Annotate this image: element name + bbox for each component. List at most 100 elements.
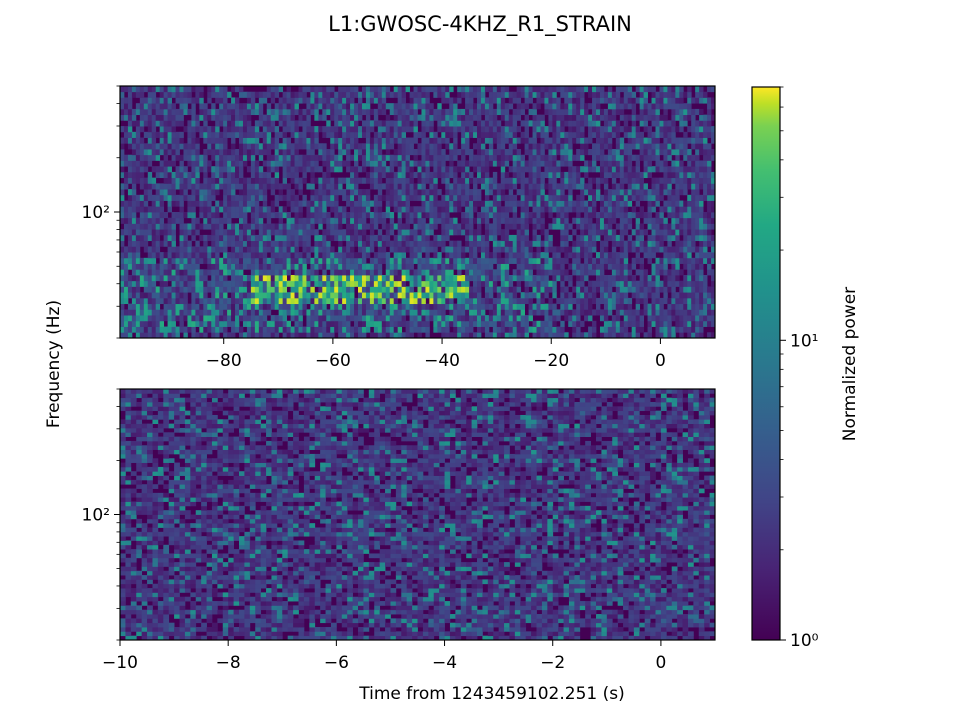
heatmap-cell [457,257,462,264]
heatmap-cell [405,309,410,316]
heatmap-cell [270,297,276,305]
heatmap-cell [282,183,287,190]
heatmap-cell [504,171,510,179]
heatmap-cell [167,292,172,299]
heatmap-cell [592,189,597,196]
heatmap-cell [338,229,343,236]
heatmap-cell [516,286,522,293]
heatmap-cell [199,160,204,167]
heatmap-cell [135,131,141,138]
heatmap-cell [306,234,311,242]
heatmap-cell [282,229,287,236]
heatmap-cell [123,252,129,259]
heatmap-cell [155,183,161,190]
heatmap-cell [159,160,165,167]
heatmap-cell [663,326,668,333]
heatmap-cell [576,131,581,138]
heatmap-cell [584,200,589,207]
heatmap-cell [135,171,141,179]
heatmap-cell [588,120,593,127]
heatmap-cell [334,137,339,144]
heatmap-cell [683,234,688,242]
heatmap-cell [568,126,573,133]
heatmap-cell [207,303,212,310]
heatmap-cell [631,292,637,299]
heatmap-cell [695,252,700,259]
heatmap-cell [203,252,208,259]
heatmap-cell [167,166,172,173]
heatmap-cell [663,131,668,138]
heatmap-cell [484,217,490,224]
heatmap-cell [231,303,236,310]
heatmap-cell [286,252,291,259]
heatmap-cell [377,126,383,133]
heatmap-cell [667,309,672,316]
heatmap-cell [516,149,522,156]
heatmap-cell [619,149,625,156]
heatmap-cell [306,120,311,127]
heatmap-cell [183,229,188,236]
heatmap-cell [627,269,633,276]
heatmap-cell [242,160,248,167]
heatmap-cell [346,120,351,127]
heatmap-cell [524,177,529,184]
heatmap-cell [516,223,522,230]
heatmap-cell [405,303,410,310]
heatmap-cell [393,234,399,242]
heatmap-cell [195,114,200,121]
heatmap-cell [282,234,287,242]
heatmap-cell [211,234,216,242]
heatmap-cell [298,326,303,333]
heatmap-cell [611,320,617,327]
heatmap-cell [564,332,569,338]
heatmap-cell [330,137,335,144]
heatmap-cell [346,200,351,207]
heatmap-cell [619,194,625,201]
heatmap-cell [639,257,644,264]
heatmap-cell [592,286,597,293]
heatmap-cell [711,126,715,133]
heatmap-cell [318,217,323,224]
heatmap-cell [599,246,605,253]
heatmap-cell [338,234,343,242]
heatmap-cell [250,154,256,161]
heatmap-cell [389,246,395,253]
heatmap-cell [500,143,506,150]
heatmap-cell [699,234,704,242]
heatmap-cell [377,320,383,327]
heatmap-cell [187,131,192,138]
heatmap-cell [584,160,589,167]
heatmap-cell [239,223,244,230]
heatmap-cell [675,280,680,287]
heatmap-cell [266,177,272,184]
heatmap-cell [338,326,343,333]
heatmap-cell [588,189,593,196]
heatmap-cell [659,160,664,167]
heatmap-cell [227,332,232,338]
heatmap-cell [611,171,617,179]
heatmap-cell [441,240,446,247]
heatmap-cell [290,252,295,259]
heatmap-cell [219,257,224,264]
heatmap-cell [373,160,379,167]
heatmap-cell [282,154,287,161]
heatmap-cell [548,206,553,213]
heatmap-cell [607,120,613,127]
heatmap-cell [663,206,668,213]
heatmap-cell [322,269,327,276]
heatmap-cell [627,166,633,173]
heatmap-cell [627,189,633,196]
heatmap-cell [623,160,629,167]
heatmap-cell [560,332,565,338]
heatmap-cell [496,275,502,282]
heatmap-cell [627,217,633,224]
heatmap-cell [421,263,426,270]
heatmap-cell [159,286,165,293]
heatmap-cell [306,315,311,322]
heatmap-cell [449,309,454,316]
heatmap-cell [135,166,141,173]
heatmap-cell [127,217,133,224]
heatmap-cell [504,240,510,247]
heatmap-cell [294,223,299,230]
heatmap-cell [667,206,672,213]
